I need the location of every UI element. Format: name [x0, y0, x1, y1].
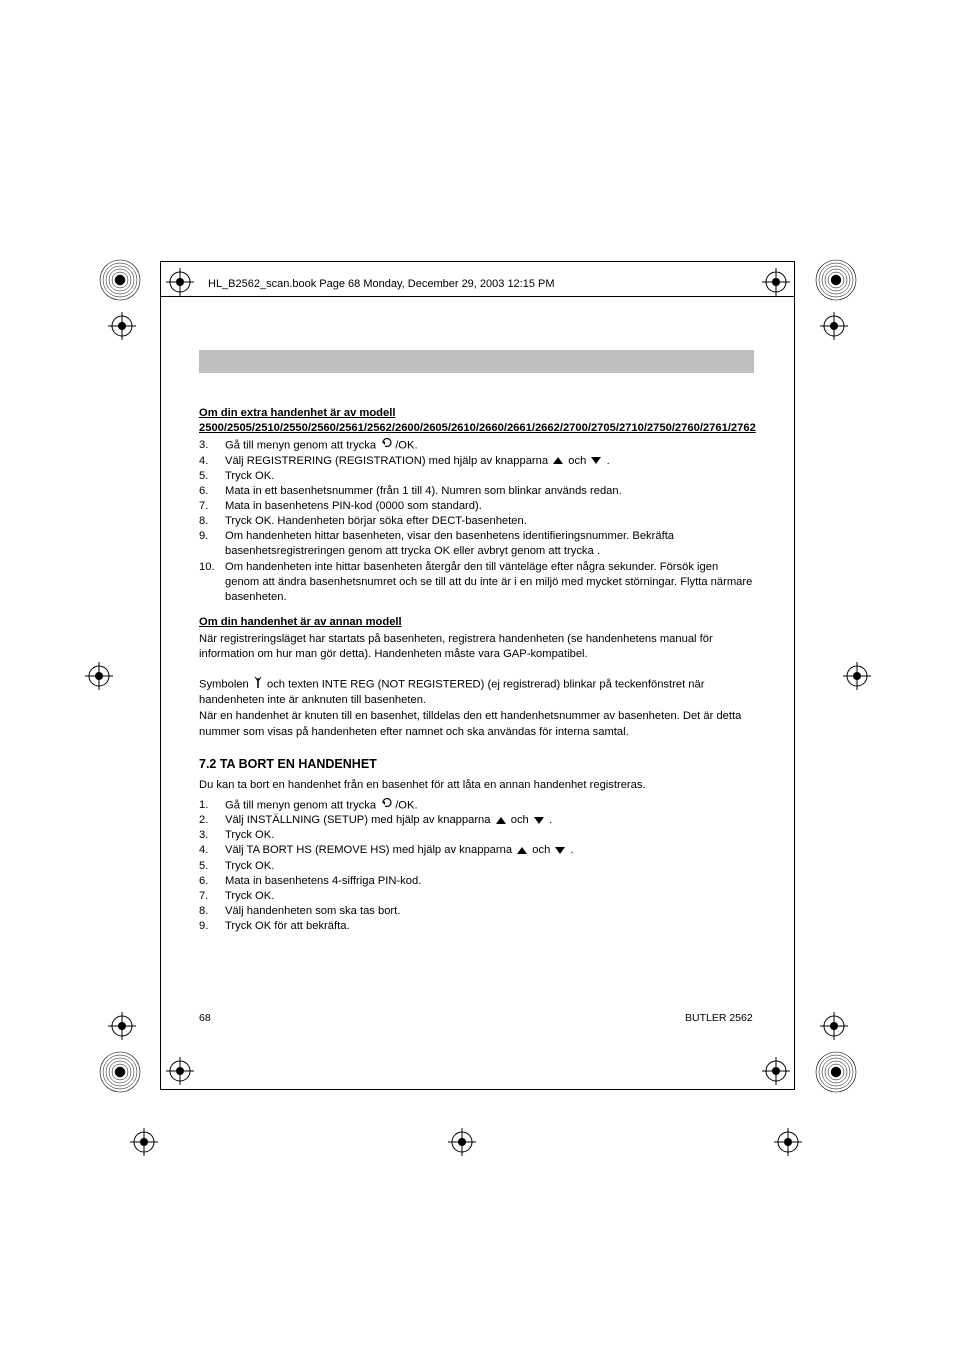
list-item: 10.Om handenheten inte hittar basenheten…	[199, 560, 754, 605]
list-item: 7.Mata in basenhetens PIN-kod (0000 som …	[199, 499, 754, 514]
item-text: Tryck OK. Handenheten börjar söka efter …	[225, 514, 754, 529]
list-item: 6.Mata in basenhetens 4-siffriga PIN-kod…	[199, 874, 754, 889]
reg-mark-icon	[820, 1012, 848, 1040]
item-num: 3.	[199, 438, 225, 454]
section2-para1: När registreringsläget har startats på b…	[199, 632, 754, 662]
section3-intro: Du kan ta bort en handenhet från en base…	[199, 778, 754, 793]
section-gray-bar	[199, 350, 754, 373]
list-item: 9.Tryck OK för att bekräfta.	[199, 919, 754, 934]
section2-para2: Symbolen och texten INTE REG (NOT REGIST…	[199, 676, 754, 708]
item-text: Om handenheten hittar basenheten, visar …	[225, 529, 754, 559]
section3-list: 1.Gå till menyn genom att trycka /OK. 2.…	[199, 798, 754, 935]
redial-icon	[381, 798, 393, 813]
down-arrow-icon	[591, 457, 601, 464]
list-item: 7.Tryck OK.	[199, 889, 754, 904]
item-num: 6.	[199, 874, 225, 889]
list-item: 9.Om handenheten hittar basenheten, visa…	[199, 529, 754, 559]
item-num: 10.	[199, 560, 225, 605]
reg-mark-icon	[774, 1128, 802, 1156]
item-num: 4.	[199, 843, 225, 858]
item-text: Mata in basenhetens PIN-kod (0000 som st…	[225, 499, 754, 514]
reg-mark-icon	[108, 312, 136, 340]
down-arrow-icon	[534, 817, 544, 824]
section3-title: 7.2 TA BORT EN HANDENHET	[199, 756, 754, 773]
item-text: Tryck OK.	[225, 828, 754, 843]
reg-mark-icon	[448, 1128, 476, 1156]
item-num: 2.	[199, 813, 225, 828]
section1-list: 3.Gå till menyn genom att trycka /OK. 4.…	[199, 438, 754, 605]
item-text: Om handenheten inte hittar basenheten åt…	[225, 560, 754, 605]
list-item: 4.Välj REGISTRERING (REGISTRATION) med h…	[199, 454, 754, 469]
item-text: Gå till menyn genom att trycka /OK.	[225, 798, 754, 814]
list-item: 6.Mata in ett basenhetsnummer (från 1 ti…	[199, 484, 754, 499]
item-text: Mata in ett basenhetsnummer (från 1 till…	[225, 484, 754, 499]
reg-mark-icon	[843, 662, 871, 690]
item-num: 6.	[199, 484, 225, 499]
up-arrow-icon	[496, 817, 506, 824]
item-num: 5.	[199, 859, 225, 874]
list-item: 5.Tryck OK.	[199, 469, 754, 484]
item-text: Tryck OK.	[225, 469, 754, 484]
up-arrow-icon	[553, 457, 563, 464]
list-item: 1.Gå till menyn genom att trycka /OK.	[199, 798, 754, 814]
header-rule	[160, 296, 795, 297]
corner-decoration-tr	[814, 258, 858, 302]
section2-para3: När en handenhet är knuten till en basen…	[199, 709, 754, 739]
item-text: Tryck OK.	[225, 889, 754, 904]
item-text: Välj handenheten som ska tas bort.	[225, 904, 754, 919]
item-num: 3.	[199, 828, 225, 843]
corner-decoration-tl	[98, 258, 142, 302]
item-num: 9.	[199, 529, 225, 559]
item-num: 7.	[199, 889, 225, 904]
main-content: Om din extra handenhet är av modell 2500…	[199, 406, 754, 934]
item-text: Tryck OK för att bekräfta.	[225, 919, 754, 934]
up-arrow-icon	[517, 847, 527, 854]
item-num: 9.	[199, 919, 225, 934]
reg-mark-icon	[108, 1012, 136, 1040]
item-num: 4.	[199, 454, 225, 469]
page-number: 68	[199, 1012, 211, 1024]
redial-icon	[381, 438, 393, 453]
page-header-text: HL_B2562_scan.book Page 68 Monday, Decem…	[208, 278, 555, 290]
down-arrow-icon	[555, 847, 565, 854]
reg-mark-icon	[130, 1128, 158, 1156]
list-item: 5.Tryck OK.	[199, 859, 754, 874]
antenna-icon	[254, 676, 262, 693]
section2-title: Om din handenhet är av annan modell	[199, 615, 754, 630]
corner-decoration-br	[814, 1050, 858, 1094]
footer-model: BUTLER 2562	[685, 1012, 753, 1024]
item-num: 5.	[199, 469, 225, 484]
list-item: 2.Välj INSTÄLLNING (SETUP) med hjälp av …	[199, 813, 754, 828]
section1-title: Om din extra handenhet är av modell 2500…	[199, 406, 754, 435]
reg-mark-icon	[820, 312, 848, 340]
reg-mark-icon	[85, 662, 113, 690]
list-item: 8.Tryck OK. Handenheten börjar söka efte…	[199, 514, 754, 529]
item-text: Tryck OK.	[225, 859, 754, 874]
item-text: Välj REGISTRERING (REGISTRATION) med hjä…	[225, 454, 754, 469]
list-item: 3.Tryck OK.	[199, 828, 754, 843]
item-text: Gå till menyn genom att trycka /OK.	[225, 438, 754, 454]
list-item: 8.Välj handenheten som ska tas bort.	[199, 904, 754, 919]
list-item: 3.Gå till menyn genom att trycka /OK.	[199, 438, 754, 454]
item-num: 8.	[199, 514, 225, 529]
list-item: 4.Välj TA BORT HS (REMOVE HS) med hjälp …	[199, 843, 754, 858]
item-num: 7.	[199, 499, 225, 514]
item-text: Mata in basenhetens 4-siffriga PIN-kod.	[225, 874, 754, 889]
item-num: 8.	[199, 904, 225, 919]
corner-decoration-bl	[98, 1050, 142, 1094]
item-num: 1.	[199, 798, 225, 814]
item-text: Välj TA BORT HS (REMOVE HS) med hjälp av…	[225, 843, 754, 858]
item-text: Välj INSTÄLLNING (SETUP) med hjälp av kn…	[225, 813, 754, 828]
